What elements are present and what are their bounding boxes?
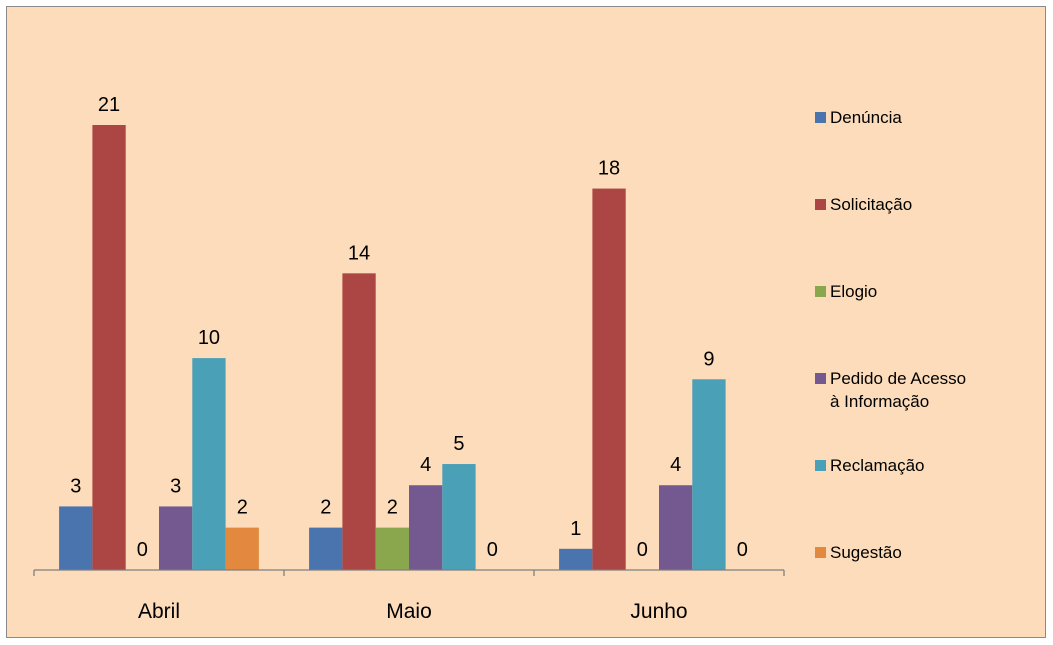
category-label-abril: Abril [138, 600, 180, 623]
bar-solicitacao-maio [342, 273, 376, 570]
bar-reclamacao-maio [442, 464, 476, 570]
legend-swatch-denuncia [815, 112, 826, 123]
legend: Denúncia Solicitação Elogio Pedido de Acess… [815, 108, 966, 562]
bar-elogio-maio [375, 527, 409, 570]
legend-label-pedido-de-acesso-a-informacao: Pedido de Acesso à Informação [830, 369, 966, 411]
data-label-elogio-junho: 0 [637, 539, 648, 561]
bars-group [59, 125, 726, 571]
data-label-pedido-de-acesso-a-informacao-maio: 4 [420, 454, 431, 476]
bar-denuncia-maio [309, 527, 343, 570]
bar-sugestao-abril [225, 527, 259, 570]
legend-swatch-reclamacao [815, 460, 826, 471]
legend-label-sugestao: Sugestão [830, 543, 902, 562]
data-label-solicitacao-junho: 18 [598, 158, 620, 180]
data-label-sugestao-abril: 2 [237, 497, 248, 519]
bar-reclamacao-abril [192, 358, 226, 570]
bar-solicitacao-abril [92, 125, 126, 570]
category-label-junho: Junho [630, 600, 687, 623]
legend-swatch-pedido-de-acesso-a-informacao [815, 373, 826, 384]
data-label-denuncia-maio: 2 [320, 497, 331, 519]
legend-swatch-solicitacao [815, 199, 826, 210]
bar-pedido-de-acesso-a-informacao-maio [409, 485, 443, 570]
legend-label-reclamacao: Reclamação [830, 456, 925, 475]
legend-label-elogio: Elogio [830, 282, 877, 301]
bar-pedido-de-acesso-a-informacao-junho [659, 485, 693, 570]
bar-pedido-de-acesso-a-informacao-abril [159, 506, 193, 570]
data-label-solicitacao-maio: 14 [348, 242, 370, 264]
data-label-elogio-abril: 0 [137, 539, 148, 561]
bar-reclamacao-junho [692, 379, 726, 570]
legend-label-solicitacao: Solicitação [830, 195, 912, 214]
legend-swatch-elogio [815, 286, 826, 297]
data-label-elogio-maio: 2 [387, 497, 398, 519]
x-axis: Abril Maio Junho [33, 569, 785, 623]
data-label-reclamacao-junho: 9 [703, 348, 714, 370]
bar-solicitacao-junho [592, 188, 626, 571]
data-label-solicitacao-abril: 21 [98, 94, 120, 116]
legend-label-denuncia: Denúncia [830, 108, 902, 127]
data-label-pedido-de-acesso-a-informacao-junho: 4 [670, 454, 681, 476]
data-label-sugestao-junho: 0 [737, 539, 748, 561]
data-label-denuncia-abril: 3 [70, 475, 81, 497]
data-label-reclamacao-maio: 5 [453, 433, 464, 455]
bar-denuncia-abril [59, 506, 93, 570]
chart-frame: 3 21 0 3 10 2 2 14 2 4 5 0 1 18 0 4 9 0 Abril Maio Junho De… [6, 6, 1046, 638]
bar-denuncia-junho [559, 548, 593, 570]
data-label-reclamacao-abril: 10 [198, 327, 220, 349]
data-label-sugestao-maio: 0 [487, 539, 498, 561]
data-label-denuncia-junho: 1 [570, 518, 581, 540]
category-label-maio: Maio [386, 600, 432, 623]
legend-swatch-sugestao [815, 547, 826, 558]
data-label-pedido-de-acesso-a-informacao-abril: 3 [170, 475, 181, 497]
